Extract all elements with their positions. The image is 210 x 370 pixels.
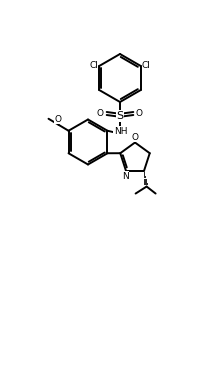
Text: O: O [132,132,139,141]
Text: O: O [136,109,143,118]
Text: O: O [97,109,104,118]
Text: N: N [122,172,129,181]
Text: Cl: Cl [89,61,98,70]
Text: O: O [54,115,61,124]
Text: NH: NH [114,127,127,136]
Text: S: S [116,111,123,121]
Text: Cl: Cl [142,61,151,70]
